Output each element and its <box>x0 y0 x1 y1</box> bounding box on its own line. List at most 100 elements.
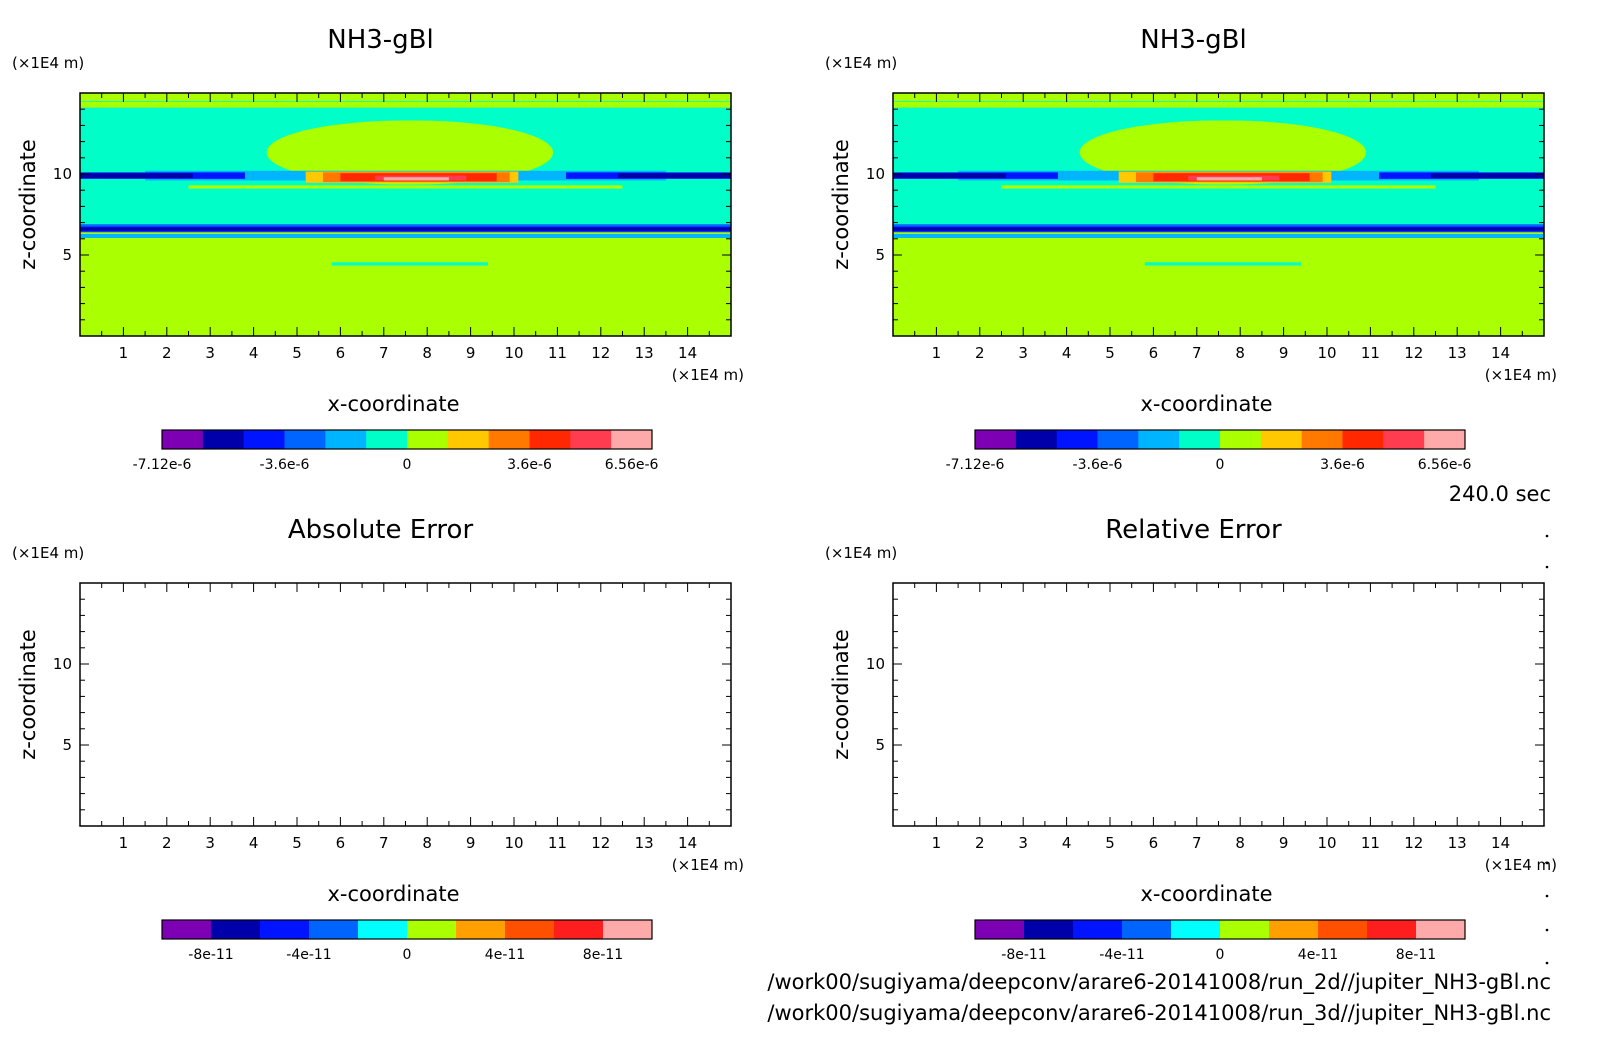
y-tick-label: 5 <box>62 246 72 264</box>
colorbar-tick-label: -7.12e-6 <box>946 457 1005 473</box>
colorbar-swatch <box>447 430 490 449</box>
x-tick-label: 1 <box>932 344 942 362</box>
colorbar-tick-label: -3.6e-6 <box>1073 457 1123 473</box>
x-tick-label: 4 <box>249 834 259 852</box>
colorbar-swatch <box>1122 920 1172 939</box>
colorbar-tick-label: 0 <box>403 457 412 473</box>
contour-band <box>80 173 193 179</box>
contour-fill <box>893 93 1544 336</box>
colorbar-frame <box>974 919 1466 940</box>
y-tick-label: 5 <box>875 246 885 264</box>
x-tick-label: 9 <box>466 834 476 852</box>
x-tick-label: 12 <box>591 344 610 362</box>
colorbar: -8e-11 -4e-11 0 4e-11 8e-11 <box>161 919 653 963</box>
colorbar-swatch <box>456 920 506 939</box>
x-tick-label: 10 <box>504 834 523 852</box>
x-tick-label: 12 <box>1404 344 1423 362</box>
contour-band <box>80 233 731 238</box>
plot-area <box>80 583 731 826</box>
y-tick-label: 10 <box>866 165 885 183</box>
y-tick-label: 5 <box>875 736 885 754</box>
x-tick-label: 9 <box>1279 834 1289 852</box>
colorbar: -7.12e-6 -3.6e-6 0 3.6e-6 6.56e-6 <box>133 429 659 473</box>
colorbar-swatch <box>1367 920 1417 939</box>
x-tick-label: 6 <box>336 344 346 362</box>
colorbar-swatch <box>505 920 555 939</box>
colorbar-swatch <box>162 920 212 939</box>
x-tick-label: 1 <box>119 344 129 362</box>
colorbar-swatch <box>202 430 245 449</box>
colorbar-swatch <box>1024 920 1074 939</box>
contour-band <box>893 237 1544 242</box>
x-axis-unit: (×1E4 m) <box>672 856 744 874</box>
contour-band <box>266 120 554 185</box>
colorbar-swatch <box>1220 920 1270 939</box>
colorbar-swatch <box>529 430 571 449</box>
contour-band <box>1001 185 1436 189</box>
contour-band <box>1196 177 1262 181</box>
colorbar-frame <box>161 919 653 940</box>
margin-dot <box>1545 894 1549 898</box>
colorbar-swatch <box>211 920 261 939</box>
chart-panel: Absolute Error (×1E4 m) (×1E4 m) x-coordina… <box>12 515 744 963</box>
colorbar-swatch <box>1138 430 1180 449</box>
contour-band <box>80 255 731 336</box>
x-tick-label: 14 <box>1491 834 1510 852</box>
y-axis-label: z-coordinate <box>16 139 40 270</box>
x-tick-label: 13 <box>1448 834 1467 852</box>
contour-band <box>893 250 1544 254</box>
x-tick-label: 2 <box>975 834 985 852</box>
colorbar-tick-label: -4e-11 <box>1099 947 1144 963</box>
colorbar-frame <box>974 429 1466 450</box>
colorbar-swatch <box>1416 920 1466 939</box>
colorbar-swatch <box>1220 430 1262 449</box>
chart-title: Absolute Error <box>288 515 474 545</box>
plot-area <box>893 583 1544 826</box>
x-tick-label: 7 <box>379 344 389 362</box>
chart-panel: Relative Error (×1E4 m) (×1E4 m) x-coordina… <box>825 515 1557 963</box>
x-axis-label: x-coordinate <box>327 882 459 906</box>
colorbar-tick-label: 8e-11 <box>1396 947 1436 963</box>
colorbar-swatch <box>1260 430 1303 449</box>
x-tick-label: 3 <box>1018 834 1028 852</box>
contour-fill <box>80 93 731 336</box>
colorbar-swatch <box>325 430 367 449</box>
chart-title: NH3-gBl <box>327 25 434 55</box>
colorbar-swatch <box>1073 920 1123 939</box>
colorbar-tick-label: -4e-11 <box>286 947 331 963</box>
colorbar-swatch <box>975 920 1025 939</box>
colorbar-swatch <box>975 430 1017 449</box>
x-tick-label: 4 <box>1062 834 1072 852</box>
x-tick-label: 5 <box>1105 344 1115 362</box>
x-tick-label: 13 <box>635 344 654 362</box>
colorbar-swatch <box>407 430 449 449</box>
x-tick-label: 14 <box>678 834 697 852</box>
colorbar-tick-label: 6.56e-6 <box>1418 457 1472 473</box>
colorbar-tick-label: 4e-11 <box>485 947 525 963</box>
x-axis-unit: (×1E4 m) <box>1485 856 1557 874</box>
colorbar-swatch <box>554 920 604 939</box>
colorbar-tick-label: 6.56e-6 <box>605 457 659 473</box>
colorbar-swatch <box>1269 920 1319 939</box>
x-tick-label: 3 <box>1018 344 1028 362</box>
colorbar-tick-label: 0 <box>1216 457 1225 473</box>
x-tick-label: 11 <box>548 344 567 362</box>
colorbar-swatch <box>1171 920 1221 939</box>
y-axis-label: z-coordinate <box>829 629 853 760</box>
margin-dot <box>1545 861 1549 865</box>
colorbar-swatch <box>1342 430 1384 449</box>
y-axis-unit: (×1E4 m) <box>12 54 84 72</box>
colorbar-swatch <box>603 920 653 939</box>
colorbar-swatch <box>611 430 653 449</box>
x-tick-label: 2 <box>975 344 985 362</box>
x-tick-label: 5 <box>292 834 302 852</box>
contour-band <box>893 243 1544 248</box>
y-axis-label: z-coordinate <box>829 139 853 270</box>
y-axis-unit: (×1E4 m) <box>825 544 897 562</box>
contour-band <box>383 177 449 181</box>
x-tick-label: 14 <box>1491 344 1510 362</box>
x-tick-label: 10 <box>1317 834 1336 852</box>
x-tick-label: 10 <box>1317 344 1336 362</box>
